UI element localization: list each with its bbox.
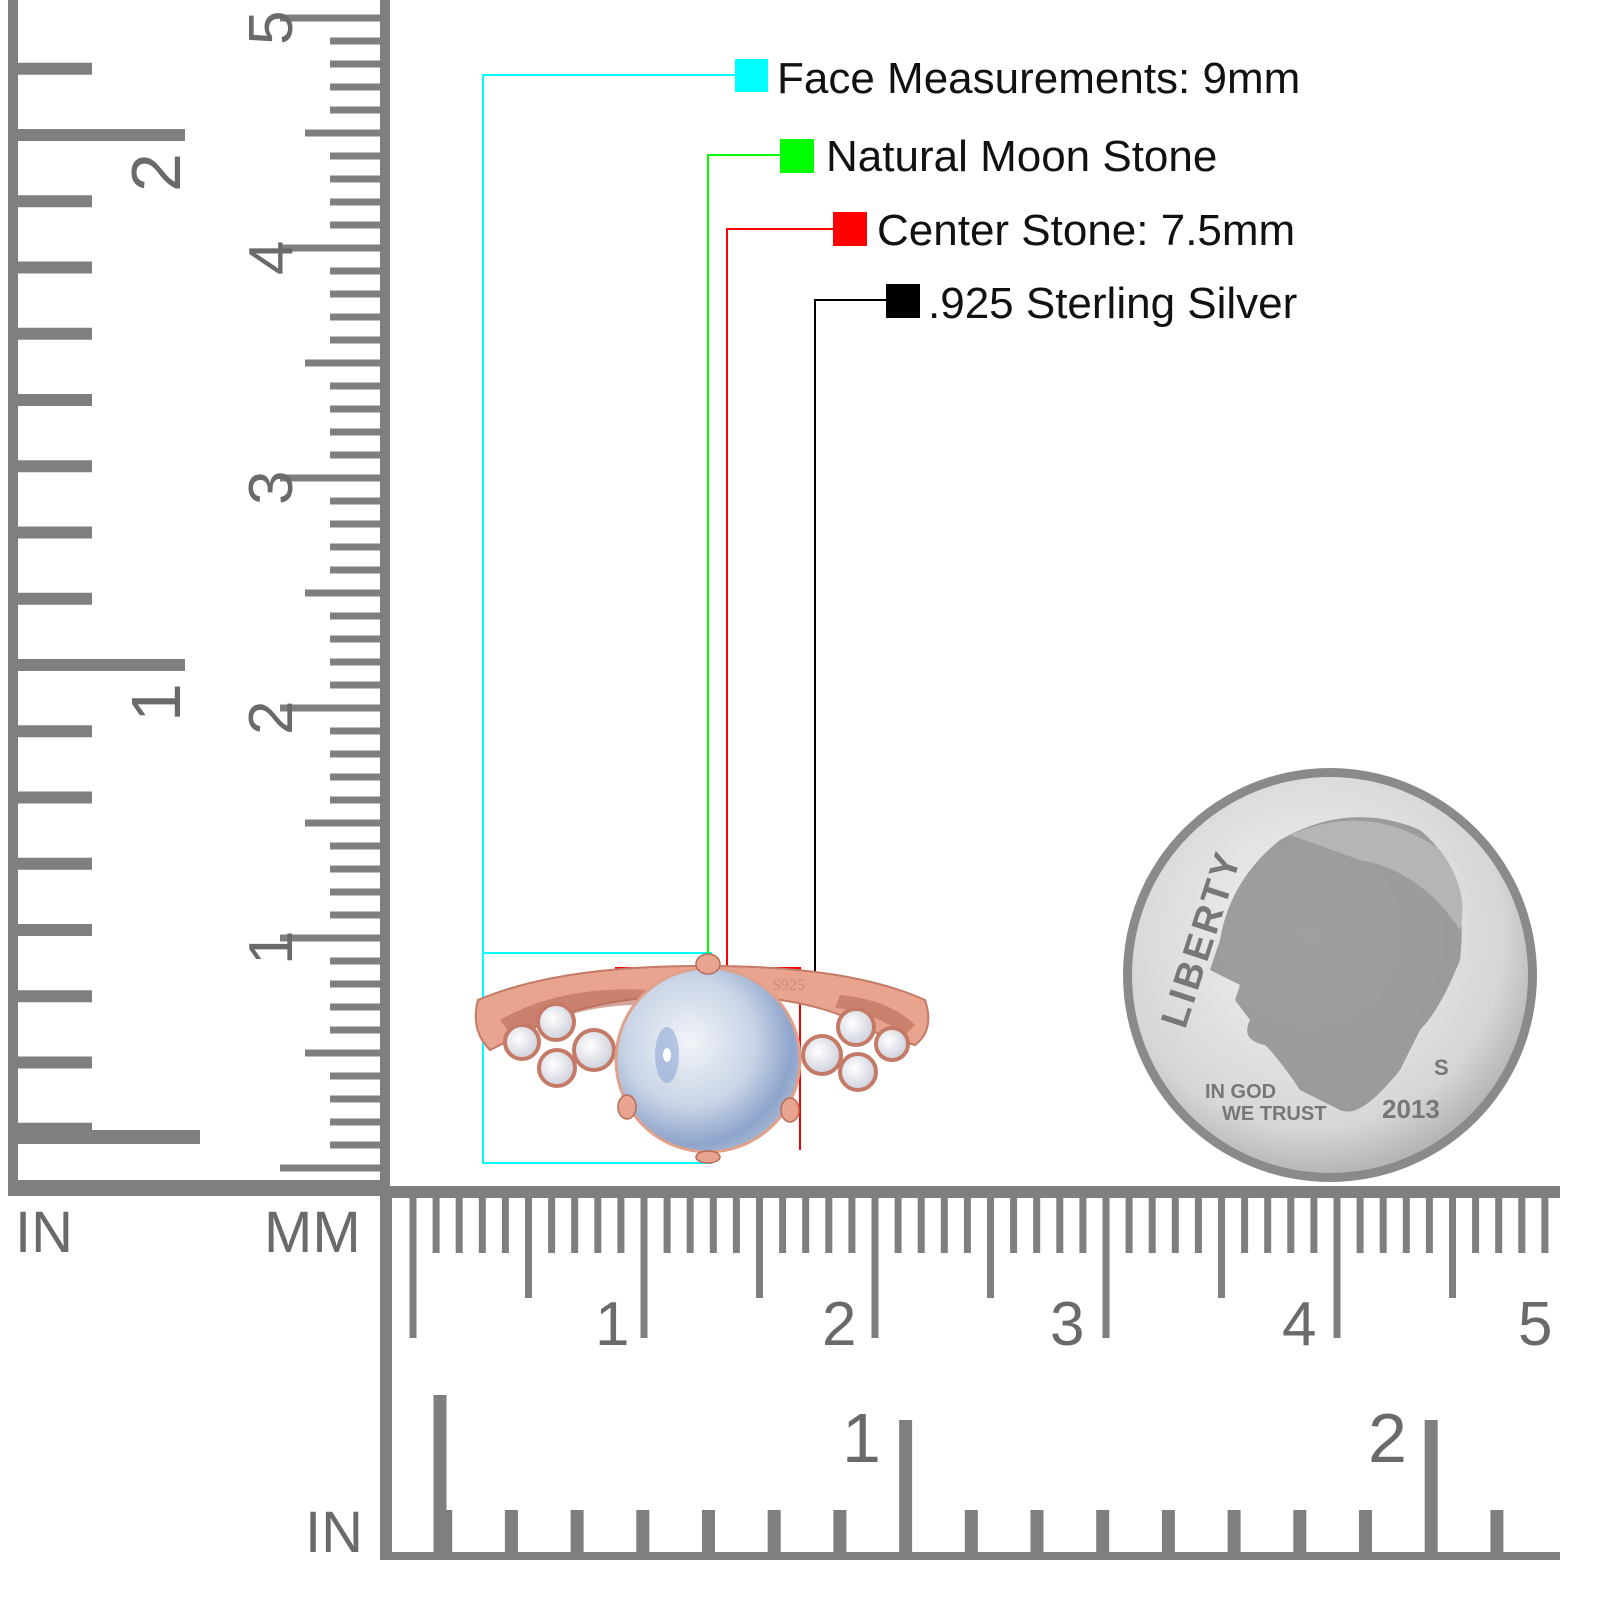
face-measurement-callout [482, 74, 735, 1164]
vertical-cm-labels: 1 2 3 4 5 [237, 11, 306, 965]
sterling-silver-callout [814, 299, 886, 985]
ruler-bottom-edge [380, 1552, 1560, 1560]
h-cm-label: 3 [1050, 1290, 1084, 1359]
red-legend-swatch [833, 212, 867, 246]
h-inch-label: 1 [842, 1399, 881, 1477]
v-cm-label: 3 [237, 471, 306, 505]
h-inch-label: 2 [1368, 1399, 1407, 1477]
h-cm-label: 4 [1282, 1290, 1316, 1359]
v-cm-label: 4 [237, 241, 306, 275]
coin-year: 2013 [1382, 1094, 1440, 1124]
ring-stamp: S925 [772, 977, 805, 994]
v-cm-label: 2 [237, 701, 306, 735]
black-legend-swatch [886, 284, 920, 318]
coin-motto-1: IN GOD [1205, 1081, 1276, 1103]
h-cm-label: 1 [595, 1290, 629, 1359]
sterling-silver-label: .925 Sterling Silver [928, 279, 1297, 328]
cyan-legend-swatch [735, 59, 768, 92]
v-inch-label: 2 [117, 153, 195, 192]
face-measurement-label: Face Measurements: 9mm [777, 54, 1300, 103]
v-inch-label: 1 [117, 683, 195, 722]
h-cm-label: 2 [822, 1290, 856, 1359]
green-legend-swatch [780, 139, 814, 173]
horizontal-inch-labels: 1 2 [842, 1399, 1407, 1477]
inch-unit-label: IN [15, 1200, 73, 1265]
center-stone-label: Center Stone: 7.5mm [877, 206, 1295, 255]
horizontal-ruler [380, 1186, 1560, 1560]
ring-illustration: S925 [474, 953, 930, 1164]
horizontal-cm-labels: 1 2 3 4 5 [595, 1290, 1552, 1359]
coin-motto-2: WE TRUST [1222, 1103, 1326, 1125]
vertical-ruler [8, 0, 390, 1196]
moon-stone-callout [707, 154, 780, 995]
h-cm-label: 5 [1518, 1290, 1552, 1359]
v-cm-label: 1 [237, 931, 306, 965]
coin-mint-mark: S [1434, 1055, 1449, 1080]
moon-stone-label: Natural Moon Stone [826, 132, 1217, 181]
vertical-inch-labels: 1 2 [117, 153, 195, 722]
mm-unit-label: MM [264, 1200, 361, 1265]
inch-unit-label-bottom: IN [305, 1500, 363, 1565]
v-cm-label: 5 [237, 11, 306, 45]
dime-coin: LIBERTY IN GOD WE TRUST 2013 S [1123, 768, 1537, 1182]
